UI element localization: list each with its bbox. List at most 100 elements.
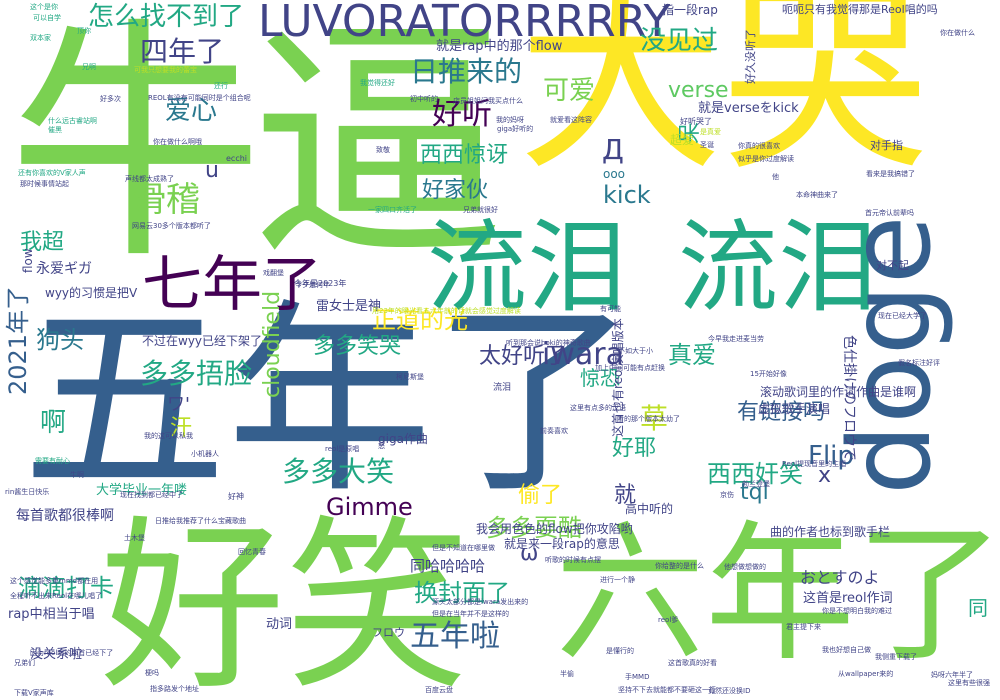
cloud-word: giga作曲 — [378, 432, 428, 446]
cloud-word: 狗头 — [36, 326, 84, 354]
cloud-word: 流泪 — [678, 209, 878, 326]
cloud-word: 就是verseをkick — [698, 101, 799, 116]
cloud-word: 听到那会说boki的神奇歌曲 — [506, 339, 591, 347]
cloud-word: 下载V家声库 — [14, 689, 54, 697]
cloud-word: 惊恐 — [580, 366, 620, 390]
cloud-word: 呃呃只有我觉得那是Reol唱的吗 — [782, 3, 938, 16]
cloud-word: ω — [520, 541, 539, 566]
cloud-word: 这里有些很强 — [948, 679, 990, 687]
cloud-word: 还有你喜欢的V家人声 — [18, 169, 86, 177]
cloud-word: 太好听了 — [479, 344, 568, 369]
cloud-word: 今早我走进麦当劳 — [708, 335, 764, 343]
cloud-word: 就 — [614, 483, 637, 508]
cloud-word: LUVORATORRRRRY — [258, 0, 671, 47]
cloud-word: 君主提下来 — [786, 623, 821, 631]
cloud-word: 对手指 — [870, 139, 903, 152]
cloud-word: 网易云30多个版本都听了 — [132, 222, 211, 230]
cloud-word: 初中听的 — [410, 95, 438, 103]
cloud-word: 爱心 — [165, 96, 218, 126]
cloud-word: 今年是2023年 — [294, 279, 347, 288]
cloud-word: 五年了 — [22, 283, 637, 521]
cloud-word: 怎么找不到了 — [88, 2, 245, 32]
cloud-word: 好神 — [228, 492, 244, 501]
cloud-word: 现在已经大学了 — [878, 312, 927, 320]
cloud-word: 15开始好像 — [750, 370, 787, 378]
cloud-word: 滴滴打卡 — [18, 574, 114, 602]
cloud-word: 百度云盘 — [425, 686, 453, 694]
cloud-word: 从wallpaper来的 — [838, 670, 894, 678]
cloud-word: 什么远古睿站啊 — [48, 117, 97, 125]
cloud-word: 梗吗 — [145, 669, 159, 677]
cloud-word: 我的这可以私我 — [144, 432, 193, 440]
cloud-word: 多多耍酷 — [486, 514, 582, 542]
cloud-word: 这首是reol作词 — [803, 591, 893, 606]
cloud-word: 他 — [772, 173, 779, 181]
cloud-word: 回忆青春 — [238, 548, 266, 556]
cloud-word: 色仕掛けのフロウで — [841, 335, 857, 461]
cloud-word: 日推给我推荐了什么宝藏歌曲 — [155, 517, 246, 525]
cloud-word: 超爱 — [670, 133, 695, 147]
cloud-word: 指多路发个地址 — [150, 685, 199, 693]
cloud-word: 指一段rap — [662, 3, 718, 17]
cloud-word: おとすのよ — [800, 568, 880, 587]
cloud-word: 是懂行的 — [606, 647, 634, 655]
cloud-word: 兄啊 — [82, 63, 96, 71]
cloud-word: iwara — [542, 337, 624, 372]
cloud-word: 大学毕业一年喽 — [96, 483, 188, 498]
cloud-word: 大哭 — [518, 0, 928, 199]
cloud-word: 不如大于小 — [618, 347, 653, 355]
cloud-word: 你在做什么 — [940, 29, 975, 37]
cloud-word: 但是在当年并不是这样的 — [432, 610, 509, 618]
cloud-word: 同哈哈哈哈 — [410, 557, 486, 575]
cloud-word: 就爱看这阵容 — [550, 116, 592, 124]
cloud-word: 可爱 — [543, 76, 596, 106]
cloud-word: 我觉得还好 — [360, 79, 395, 87]
cloud-word: フロウ — [372, 626, 405, 639]
cloud-word: 我超 — [20, 230, 65, 255]
cloud-word: 那时候事情站起 — [20, 180, 69, 188]
cloud-word: 是真爱 — [700, 128, 721, 136]
cloud-word: 多多大笑 — [282, 455, 395, 488]
cloud-word: 我也好想自己做 — [822, 646, 871, 654]
cloud-word: 我会用色色的flow把你攻陷哟 — [476, 522, 633, 536]
cloud-word: reol爹 — [658, 616, 679, 624]
cloud-word: 就是来一段rap的意思 — [504, 537, 620, 551]
cloud-word: 这首歌真的好看 — [668, 659, 717, 667]
cloud-word: 我侧重下载了 — [875, 653, 917, 661]
cloud-word: 真爱 — [668, 341, 716, 369]
cloud-word: 七年了 — [142, 250, 322, 320]
cloud-word: 可我只想要我的蕾宝 — [134, 66, 197, 74]
cloud-word: giga好听的 — [497, 125, 534, 133]
cloud-word: wyy的习惯是把V — [45, 286, 138, 300]
cloud-word: 戏翻堡 — [263, 269, 284, 277]
cloud-word: 小机器人 — [191, 450, 219, 458]
cloud-word: 催黑 — [48, 126, 62, 134]
cloud-word: Д — [602, 133, 624, 166]
cloud-word: 有可能 — [600, 305, 621, 313]
cloud-word: 你在做什么啊哦 — [153, 138, 202, 146]
cloud-word: ooo — [603, 167, 626, 181]
cloud-word: 还行 — [214, 82, 228, 90]
cloud-word: 牛逼 — [8, 0, 506, 294]
cloud-word: 滑稽 — [132, 180, 200, 220]
cloud-word: 顶你 — [77, 27, 91, 35]
cloud-word: 可以自学 — [33, 14, 61, 22]
cloud-word: 源头太部分都是iwara发出来的 — [432, 598, 529, 606]
cloud-word: 手MMD — [625, 673, 650, 681]
cloud-word: 现在找到都已经中了 — [120, 491, 183, 499]
cloud-word: 六年了 — [555, 508, 1000, 682]
cloud-word: 2021年了 — [4, 285, 32, 395]
cloud-word: 进行一个静 — [600, 576, 635, 584]
cloud-word: 土木堡 — [124, 534, 145, 542]
cloud-word: 没关系啦 — [30, 647, 83, 662]
cloud-word: 加上中间可能有点赶换 — [595, 364, 665, 372]
cloud-word: 草 — [640, 402, 669, 435]
cloud-word: 用23年的眼光看五六年前的话就会感觉过度解读 — [372, 307, 521, 315]
cloud-word: 每首歌都很棒啊 — [16, 508, 114, 524]
cloud-word: 圣诞 — [700, 141, 714, 149]
cloud-word: 因为reol唱的那首已经下了 — [30, 649, 114, 657]
cloud-word: 妈呀六年半了 — [931, 671, 973, 679]
cloud-word: 前奏喜欢 — [540, 427, 568, 435]
cloud-word: 动词 — [266, 617, 293, 632]
cloud-word: 永爱ギガ — [36, 261, 92, 277]
